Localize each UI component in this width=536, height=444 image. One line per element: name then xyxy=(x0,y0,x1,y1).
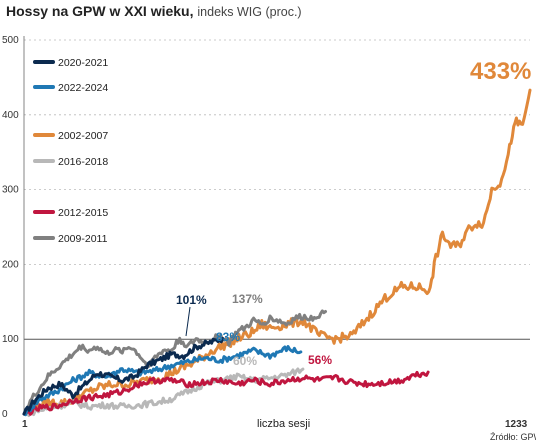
title-bold: Hossy na GPW w XXI wieku, xyxy=(6,3,194,19)
y-tick-label: 500 xyxy=(2,35,19,46)
x-axis-label: liczba sesji xyxy=(257,418,310,430)
series-line-2022-2024 xyxy=(22,345,303,417)
legend: 2020-2021 2022-2024 2002-2007 2016-2018 2012… xyxy=(33,57,108,245)
end-label-2012-2015: 56% xyxy=(308,353,332,367)
series-lines xyxy=(22,88,532,417)
end-label-2002-2007: 433% xyxy=(470,58,531,85)
legend-label-2012-2015: 2012-2015 xyxy=(58,207,108,219)
y-axis-ticks: 0 100 200 300 400 500 xyxy=(2,35,19,420)
source-note: Źródło: GPW xyxy=(490,432,536,442)
end-label-2009-2011: 137% xyxy=(232,292,263,306)
y-tick-label: 100 xyxy=(2,334,19,345)
series-line-2002-2007 xyxy=(22,88,532,416)
grid-lines xyxy=(23,36,530,414)
series-line-2009-2011 xyxy=(22,309,327,416)
chart-title: Hossy na GPW w XXI wieku, indeks WIG (pr… xyxy=(6,3,302,19)
y-tick-label: 200 xyxy=(2,259,19,270)
y-tick-label: 0 xyxy=(2,409,8,420)
x-tick-last: 1233 xyxy=(505,419,528,430)
end-labels: 101% 83% 433% 60% 56% 137% xyxy=(176,58,531,368)
end-label-2016-2018: 60% xyxy=(233,354,257,368)
y-tick-label: 300 xyxy=(2,185,19,196)
legend-label-2020-2021: 2020-2021 xyxy=(58,57,108,69)
legend-label-2022-2024: 2022-2024 xyxy=(58,82,108,94)
end-label-2020-2021: 101% xyxy=(176,293,207,307)
legend-label-2009-2011: 2009-2011 xyxy=(58,233,108,245)
end-label-2022-2024: 83% xyxy=(216,330,240,344)
series-line-2012-2015 xyxy=(22,370,430,416)
y-tick-label: 400 xyxy=(2,110,19,121)
series-line-2016-2018 xyxy=(22,367,305,417)
label-leader-line xyxy=(185,306,191,337)
x-tick-first: 1 xyxy=(22,419,28,430)
legend-label-2002-2007: 2002-2007 xyxy=(58,130,108,142)
series-line-2020-2021 xyxy=(22,337,225,416)
title-subtitle: indeks WIG (proc.) xyxy=(197,5,302,19)
legend-label-2016-2018: 2016-2018 xyxy=(58,156,108,168)
